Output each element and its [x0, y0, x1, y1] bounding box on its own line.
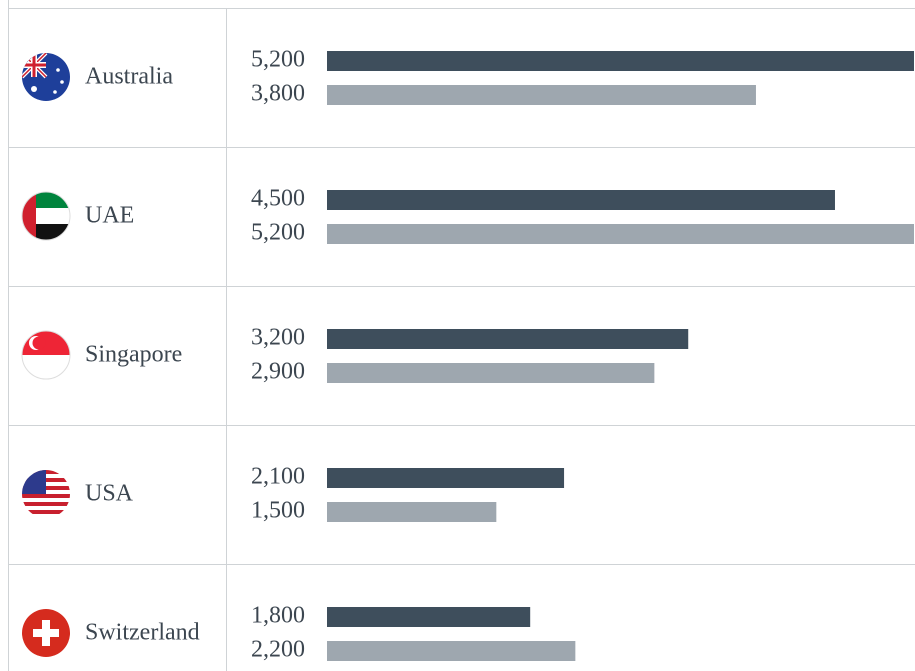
value-label: 3,800 — [251, 81, 305, 107]
bar — [327, 468, 565, 488]
flag-outline — [21, 191, 71, 241]
bar — [327, 641, 576, 661]
value-label: 2,100 — [251, 464, 305, 490]
country-label: Singapore — [85, 342, 182, 368]
bar — [327, 607, 531, 627]
bar — [327, 85, 756, 105]
value-label: 1,500 — [251, 498, 305, 524]
flag-usa — [22, 470, 70, 518]
bar — [327, 329, 689, 349]
value-label: 2,900 — [251, 359, 305, 385]
bar — [327, 502, 497, 522]
flag-outline — [21, 330, 71, 380]
country-label: UAE — [85, 203, 134, 229]
bar — [327, 363, 655, 383]
country-label: Switzerland — [85, 620, 200, 646]
country-label: USA — [85, 481, 134, 507]
value-label: 4,500 — [251, 186, 305, 212]
bar — [327, 51, 914, 71]
value-label: 5,200 — [251, 47, 305, 73]
value-label: 1,800 — [251, 603, 305, 629]
flag-uae — [22, 192, 70, 240]
country-label: Australia — [85, 64, 173, 90]
bar — [327, 224, 914, 244]
value-label: 5,200 — [251, 220, 305, 246]
bar — [327, 190, 835, 210]
value-label: 3,200 — [251, 325, 305, 351]
flag-switzerland — [22, 609, 70, 657]
flag-australia — [22, 53, 70, 101]
value-label: 2,200 — [251, 637, 305, 663]
